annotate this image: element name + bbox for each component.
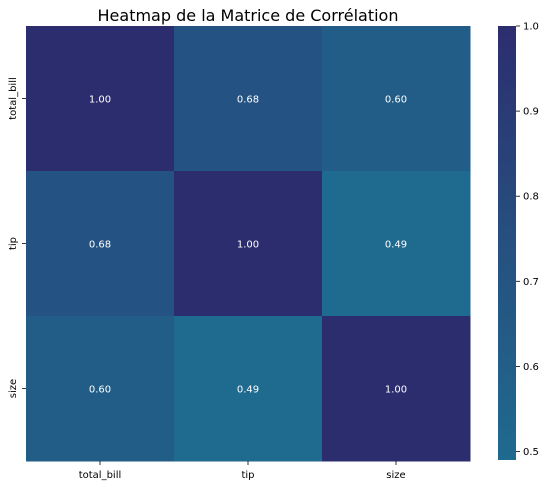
x-tick-label: size xyxy=(386,470,405,481)
colorbar xyxy=(498,26,516,460)
colorbar-tick-label: 0.8 xyxy=(523,192,539,203)
heatmap-cells: 1.00 0.68 0.60 0.68 1.00 0.49 0.60 0.49 1.00 xyxy=(26,26,471,462)
cell-annotation: 0.68 xyxy=(237,95,259,106)
cell-annotation: 0.49 xyxy=(385,240,407,251)
colorbar-tick-label: 1.0 xyxy=(523,22,539,33)
y-tick-label: total_bill xyxy=(8,77,19,120)
y-tick-label: size xyxy=(8,379,19,398)
x-axis: total_bill tip size xyxy=(79,461,406,481)
chart-title: Heatmap de la Matrice de Corrélation xyxy=(98,6,399,25)
cell-annotation: 1.00 xyxy=(385,385,407,396)
y-tick-label: tip xyxy=(8,237,19,250)
colorbar-tick-label: 0.6 xyxy=(523,362,539,373)
colorbar-tick-label: 0.5 xyxy=(523,447,539,458)
x-tick-label: tip xyxy=(241,470,254,481)
cell-annotation: 0.68 xyxy=(89,240,111,251)
x-tick-label: total_bill xyxy=(79,470,122,481)
cell-annotation: 0.60 xyxy=(89,385,111,396)
colorbar-tick-label: 0.9 xyxy=(523,107,539,118)
cell-annotation: 1.00 xyxy=(89,95,111,106)
colorbar-tick-label: 0.7 xyxy=(523,277,539,288)
cell-annotation: 0.49 xyxy=(237,385,259,396)
colorbar-axis: 0.5 0.6 0.7 0.8 0.9 1.0 xyxy=(516,22,539,458)
cell-annotation: 0.60 xyxy=(385,95,407,106)
cell-annotation: 1.00 xyxy=(237,240,259,251)
